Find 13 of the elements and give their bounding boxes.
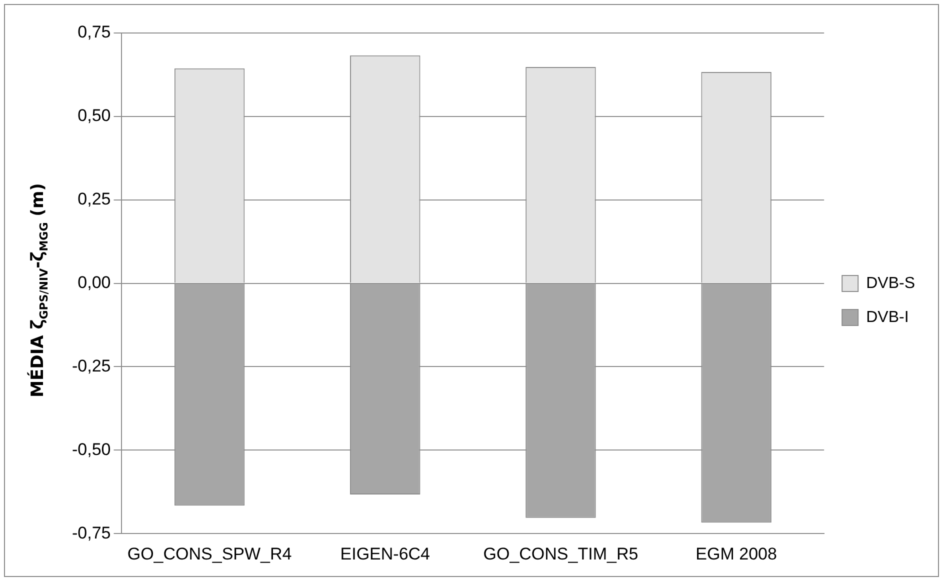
x-tick-label: GO_CONS_TIM_R5	[483, 544, 638, 564]
legend-label: DVB-S	[866, 274, 916, 292]
y-tick-label: -0,50	[72, 440, 111, 459]
y-tick-label: -0,25	[72, 356, 111, 376]
y-tick-label: 0,00	[78, 272, 111, 292]
x-tick-label: GO_CONS_SPW_R4	[127, 544, 292, 564]
y-tick-label: 0,25	[78, 190, 111, 209]
x-tick-label: EIGEN-6C4	[340, 544, 430, 564]
x-tick-label: EGM 2008	[696, 544, 777, 564]
y-tick-label: 0,75	[78, 22, 111, 42]
y-tick-label: -0,75	[72, 523, 111, 542]
y-tick-label: 0,50	[78, 106, 111, 126]
legend-label: DVB-I	[866, 308, 909, 326]
